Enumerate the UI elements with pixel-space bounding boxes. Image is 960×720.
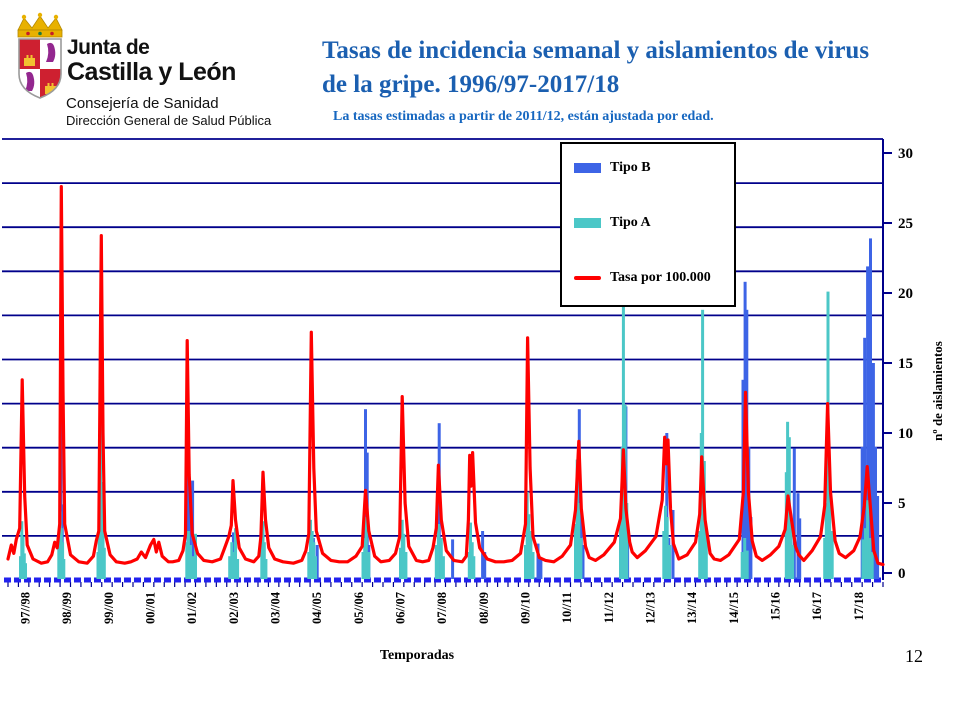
right-axis: 0 5 10 15 20 25 30 bbox=[882, 139, 913, 582]
page-subtitle: La tasas estimadas a partir de 2011/12, … bbox=[333, 109, 714, 124]
svg-text:12//13: 12//13 bbox=[644, 592, 658, 624]
svg-text:02//03: 02//03 bbox=[227, 592, 241, 624]
tasa-line bbox=[6, 185, 885, 567]
org-department: Consejería de Sanidad bbox=[66, 95, 219, 112]
svg-text:00//01: 00//01 bbox=[144, 592, 158, 624]
svg-text:13//14: 13//14 bbox=[685, 591, 699, 624]
org-name-line2: Castilla y León bbox=[67, 58, 236, 86]
gridlines bbox=[2, 138, 883, 537]
svg-text:5: 5 bbox=[898, 496, 906, 512]
y-axis-title: nº de aislamientos bbox=[930, 341, 945, 441]
legend-item-tipo-a: Tipo A bbox=[562, 208, 734, 238]
svg-text:99//00: 99//00 bbox=[102, 592, 116, 624]
svg-text:15/16: 15/16 bbox=[769, 592, 783, 620]
page-title-line2: de la gripe. 1996/97-2017/18 bbox=[322, 71, 620, 98]
page-number: 12 bbox=[905, 646, 923, 666]
svg-text:20: 20 bbox=[898, 286, 913, 302]
svg-text:10//11: 10//11 bbox=[560, 592, 574, 623]
page-title-line1: Tasas de incidencia semanal y aislamient… bbox=[322, 37, 870, 64]
svg-text:01//02: 01//02 bbox=[185, 592, 199, 624]
legend-label-tipo-a: Tipo A bbox=[610, 215, 651, 230]
svg-text:98//99: 98//99 bbox=[60, 592, 74, 624]
svg-text:10: 10 bbox=[898, 426, 913, 442]
svg-text:06//07: 06//07 bbox=[394, 592, 408, 624]
svg-text:0: 0 bbox=[898, 566, 906, 582]
svg-text:09//10: 09//10 bbox=[519, 592, 533, 624]
svg-text:08//09: 08//09 bbox=[477, 592, 491, 624]
svg-text:14//15: 14//15 bbox=[727, 592, 741, 624]
chart-legend: Tipo B Tipo A Tasa por 100.000 bbox=[560, 142, 736, 307]
legend-item-tipo-b: Tipo B bbox=[562, 153, 734, 183]
org-subdepartment: Dirección General de Salud Pública bbox=[66, 113, 272, 128]
tipo-a-swatch-icon bbox=[574, 218, 601, 228]
svg-text:30: 30 bbox=[898, 146, 913, 162]
svg-text:17/18: 17/18 bbox=[852, 592, 866, 620]
org-name-line1: Junta de bbox=[67, 36, 150, 59]
x-axis: 97//98 98//99 99//00 00//01 01//02 02//03 03//… bbox=[4, 577, 884, 624]
svg-text:15: 15 bbox=[898, 356, 913, 372]
svg-text:07//08: 07//08 bbox=[435, 592, 449, 624]
junta-castilla-leon-logo-icon bbox=[17, 12, 63, 99]
tasa-line-swatch-icon bbox=[574, 276, 601, 280]
legend-label-tasa: Tasa por 100.000 bbox=[610, 270, 711, 285]
svg-text:05//06: 05//06 bbox=[352, 592, 366, 624]
svg-text:16/17: 16/17 bbox=[810, 592, 824, 620]
tipo-b-swatch-icon bbox=[574, 163, 601, 173]
legend-label-tipo-b: Tipo B bbox=[610, 160, 651, 175]
x-axis-title: Temporadas bbox=[379, 648, 455, 663]
svg-text:25: 25 bbox=[898, 216, 913, 232]
svg-text:04//05: 04//05 bbox=[310, 592, 324, 624]
legend-item-tasa: Tasa por 100.000 bbox=[562, 263, 734, 293]
svg-text:11//12: 11//12 bbox=[602, 592, 616, 623]
svg-text:97//98: 97//98 bbox=[19, 592, 33, 624]
page-title: Tasas de incidencia semanal y aislamient… bbox=[322, 34, 907, 102]
svg-text:03//04: 03//04 bbox=[269, 591, 283, 624]
